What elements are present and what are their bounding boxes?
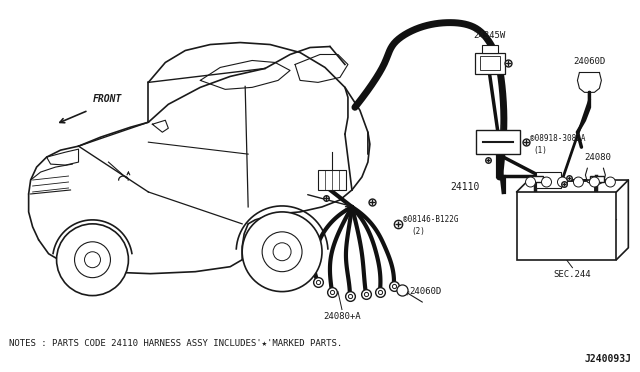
- Text: 24060D: 24060D: [573, 57, 605, 67]
- Circle shape: [84, 252, 100, 268]
- Text: SEC.244: SEC.244: [554, 270, 591, 279]
- Text: 24060D: 24060D: [410, 287, 442, 296]
- Circle shape: [56, 224, 129, 296]
- Text: J240093J: J240093J: [584, 355, 631, 364]
- Text: 24080: 24080: [584, 153, 611, 162]
- Text: (1): (1): [534, 145, 547, 155]
- Text: (2): (2): [412, 227, 426, 236]
- Circle shape: [589, 177, 600, 187]
- Text: ®08146-B122G: ®08146-B122G: [403, 215, 458, 224]
- Bar: [591, 176, 604, 182]
- Circle shape: [541, 177, 552, 187]
- Bar: [318, 170, 346, 190]
- Circle shape: [242, 212, 322, 292]
- Text: NOTES : PARTS CODE 24110 HARNESS ASSY INCLUDES'★'MARKED PARTS.: NOTES : PARTS CODE 24110 HARNESS ASSY IN…: [9, 339, 342, 348]
- Circle shape: [573, 177, 584, 187]
- Circle shape: [605, 177, 615, 187]
- Bar: [475, 52, 504, 74]
- Bar: [529, 176, 543, 182]
- Text: 24110: 24110: [450, 182, 479, 192]
- Text: ®08918-3082A: ®08918-3082A: [529, 134, 585, 143]
- Text: 24345W: 24345W: [474, 31, 506, 39]
- Bar: [536, 172, 561, 188]
- Circle shape: [273, 243, 291, 261]
- Bar: [476, 130, 520, 154]
- Text: 24080+A: 24080+A: [323, 311, 361, 321]
- Bar: [516, 192, 616, 260]
- Text: 24340P: 24340P: [534, 194, 566, 203]
- Circle shape: [557, 177, 568, 187]
- Circle shape: [525, 177, 536, 187]
- Bar: [482, 45, 498, 52]
- Circle shape: [74, 242, 111, 278]
- Text: FRONT: FRONT: [93, 94, 122, 104]
- Circle shape: [262, 232, 302, 272]
- Bar: [479, 57, 500, 70]
